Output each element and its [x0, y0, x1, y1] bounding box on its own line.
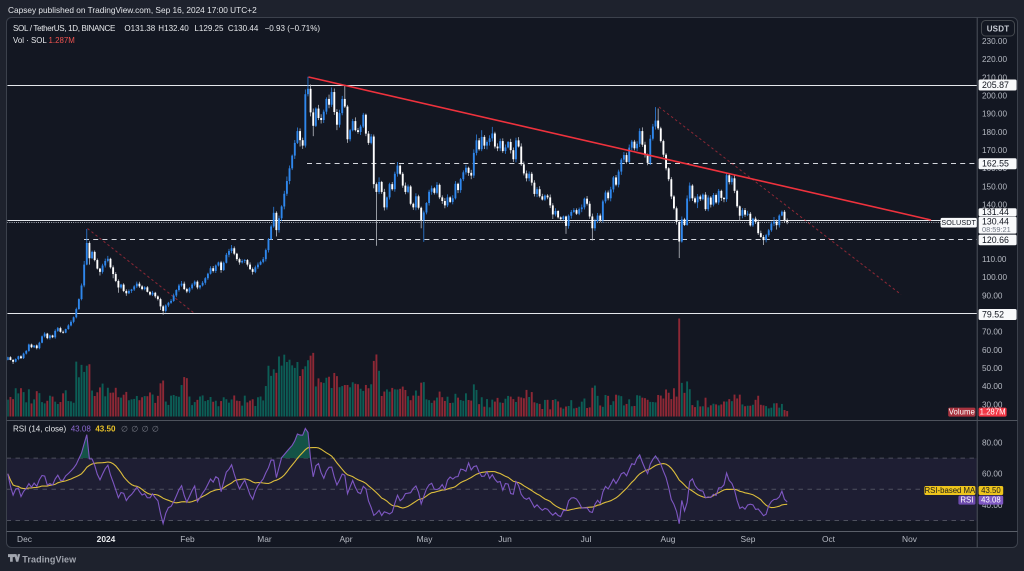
svg-text:140.00: 140.00	[982, 201, 1007, 210]
svg-text:∅: ∅	[121, 425, 128, 434]
svg-text:120.66: 120.66	[982, 235, 1009, 245]
svg-text:SOLUSDT: SOLUSDT	[941, 218, 976, 227]
svg-text:Feb: Feb	[180, 534, 195, 544]
svg-text:Vol · SOL: Vol · SOL	[13, 36, 47, 45]
svg-text:60.00: 60.00	[982, 470, 1003, 479]
svg-text:150.00: 150.00	[982, 182, 1007, 191]
svg-text:43.50: 43.50	[981, 486, 1001, 495]
svg-text:60.00: 60.00	[982, 346, 1003, 355]
svg-text:Sep: Sep	[741, 534, 756, 544]
svg-text:110.00: 110.00	[982, 255, 1007, 264]
svg-text:170.00: 170.00	[982, 146, 1007, 155]
svg-text:SOL / TetherUS, 1D, BINANCE: SOL / TetherUS, 1D, BINANCE	[13, 24, 116, 33]
svg-text:08:59:21: 08:59:21	[982, 225, 1011, 234]
svg-text:40.00: 40.00	[982, 501, 1003, 510]
svg-text:1.287M: 1.287M	[49, 36, 75, 45]
svg-text:190.00: 190.00	[982, 110, 1007, 119]
svg-text:1.287M: 1.287M	[980, 407, 1006, 416]
svg-text:30.00: 30.00	[982, 400, 1003, 409]
svg-text:Aug: Aug	[661, 534, 676, 544]
svg-text:Jul: Jul	[581, 534, 592, 544]
svg-text:79.52: 79.52	[982, 310, 1004, 320]
svg-text:Mar: Mar	[257, 534, 272, 544]
svg-text:220.00: 220.00	[982, 55, 1007, 64]
svg-text:O131.38: O131.38	[124, 24, 155, 33]
svg-text:90.00: 90.00	[982, 291, 1003, 300]
svg-text:−0.93 (−0.71%): −0.93 (−0.71%)	[265, 24, 321, 33]
svg-text:May: May	[417, 534, 434, 544]
svg-text:180.00: 180.00	[982, 128, 1007, 137]
svg-text:70.00: 70.00	[982, 328, 1003, 337]
svg-text:∅: ∅	[131, 425, 138, 434]
svg-text:Jun: Jun	[498, 534, 512, 544]
svg-text:2024: 2024	[97, 534, 116, 544]
svg-text:43.08: 43.08	[981, 495, 1001, 504]
svg-text:131.44: 131.44	[982, 207, 1009, 217]
svg-text:RSI-based MA: RSI-based MA	[925, 486, 976, 495]
svg-text:USDT: USDT	[987, 24, 1010, 33]
svg-text:Capsey published on TradingVie: Capsey published on TradingView.com, Sep…	[8, 5, 257, 15]
svg-text:Nov: Nov	[902, 534, 918, 544]
svg-text:L129.25: L129.25	[194, 24, 224, 33]
svg-text:50.00: 50.00	[982, 364, 1003, 373]
svg-text:162.55: 162.55	[982, 159, 1009, 169]
svg-text:Apr: Apr	[339, 534, 352, 544]
svg-text:200.00: 200.00	[982, 92, 1007, 101]
svg-text:Volume: Volume	[949, 407, 975, 416]
svg-text:210.00: 210.00	[982, 73, 1007, 82]
svg-text:40.00: 40.00	[982, 382, 1003, 391]
svg-text:C130.44: C130.44	[228, 24, 259, 33]
svg-text:TradingView: TradingView	[22, 554, 77, 564]
svg-text:100.00: 100.00	[982, 273, 1007, 282]
svg-text:∅: ∅	[152, 425, 159, 434]
svg-text:Dec: Dec	[17, 534, 32, 544]
svg-text:∅: ∅	[142, 425, 149, 434]
svg-text:Oct: Oct	[822, 534, 836, 544]
svg-text:230.00: 230.00	[982, 37, 1007, 46]
svg-text:205.87: 205.87	[982, 80, 1009, 90]
svg-text:80.00: 80.00	[982, 438, 1003, 447]
svg-text:RSI (14, close) 43.08 43.50: RSI (14, close) 43.08 43.50	[13, 425, 116, 434]
svg-text:H132.40: H132.40	[158, 24, 189, 33]
svg-text:130.44: 130.44	[982, 217, 1009, 227]
svg-text:RSI: RSI	[960, 495, 973, 504]
